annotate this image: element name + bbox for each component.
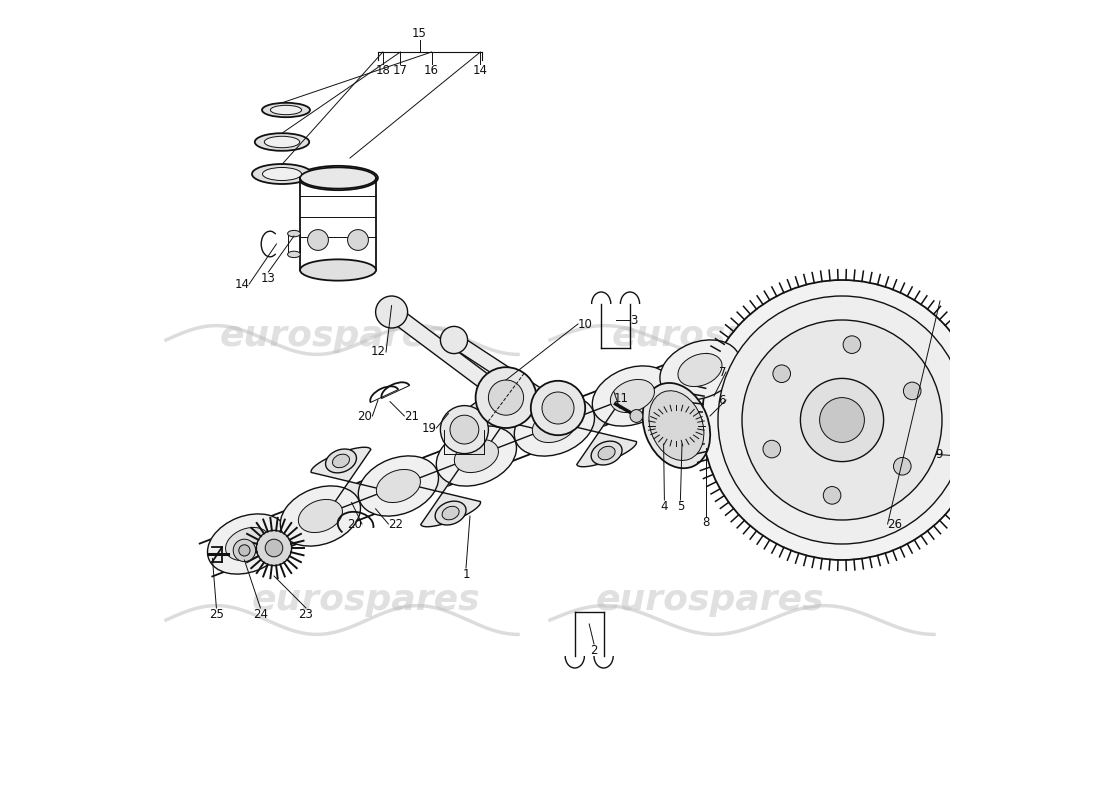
Ellipse shape — [332, 454, 350, 468]
Circle shape — [308, 230, 329, 250]
Text: 24: 24 — [253, 608, 268, 621]
Ellipse shape — [208, 514, 288, 574]
Ellipse shape — [287, 251, 300, 258]
Ellipse shape — [262, 102, 310, 118]
Text: 1: 1 — [462, 568, 470, 581]
Circle shape — [256, 530, 292, 566]
Text: 11: 11 — [614, 392, 629, 405]
Ellipse shape — [298, 499, 342, 533]
Text: 26: 26 — [888, 518, 903, 530]
Ellipse shape — [610, 379, 654, 413]
Text: 13: 13 — [261, 272, 276, 285]
Text: 5: 5 — [676, 500, 684, 513]
Text: 16: 16 — [425, 64, 439, 77]
Text: 17: 17 — [393, 64, 408, 77]
Ellipse shape — [226, 527, 270, 561]
Circle shape — [820, 398, 865, 442]
Text: 14: 14 — [473, 64, 488, 77]
Circle shape — [903, 382, 921, 400]
Text: 7: 7 — [718, 366, 726, 378]
Text: 20: 20 — [348, 518, 362, 530]
Circle shape — [702, 280, 982, 560]
Circle shape — [488, 380, 524, 415]
Polygon shape — [468, 387, 542, 454]
Text: 21: 21 — [405, 410, 419, 422]
Ellipse shape — [264, 136, 299, 148]
Text: 12: 12 — [371, 346, 386, 358]
Text: 6: 6 — [718, 394, 726, 406]
Circle shape — [773, 365, 791, 382]
Ellipse shape — [454, 439, 498, 473]
Ellipse shape — [436, 501, 466, 525]
Polygon shape — [450, 334, 562, 414]
Text: 20: 20 — [358, 410, 373, 422]
Ellipse shape — [255, 134, 309, 150]
Ellipse shape — [591, 441, 623, 465]
Ellipse shape — [488, 394, 506, 408]
Circle shape — [348, 230, 369, 250]
Text: 22: 22 — [388, 518, 404, 530]
Ellipse shape — [515, 396, 594, 456]
Text: 3: 3 — [630, 314, 637, 326]
Polygon shape — [311, 447, 387, 514]
Circle shape — [843, 336, 860, 354]
Circle shape — [630, 410, 642, 422]
Circle shape — [893, 458, 911, 475]
Ellipse shape — [532, 410, 576, 442]
Ellipse shape — [300, 167, 376, 189]
Ellipse shape — [649, 390, 704, 461]
Ellipse shape — [359, 456, 439, 516]
Ellipse shape — [442, 506, 459, 520]
Circle shape — [718, 296, 966, 544]
Ellipse shape — [271, 106, 301, 114]
Circle shape — [239, 545, 250, 556]
Ellipse shape — [678, 354, 722, 386]
Text: eurospares: eurospares — [596, 583, 824, 617]
Circle shape — [450, 415, 478, 444]
Ellipse shape — [598, 446, 615, 460]
Ellipse shape — [376, 470, 420, 502]
Ellipse shape — [437, 426, 517, 486]
Ellipse shape — [592, 366, 672, 426]
Ellipse shape — [642, 383, 711, 468]
Circle shape — [265, 539, 283, 557]
Polygon shape — [405, 461, 481, 526]
Ellipse shape — [660, 340, 740, 400]
Circle shape — [475, 367, 537, 428]
Ellipse shape — [263, 167, 301, 181]
Text: 8: 8 — [702, 516, 710, 529]
Circle shape — [531, 381, 585, 435]
Ellipse shape — [298, 166, 378, 190]
Text: 14: 14 — [234, 278, 250, 290]
Circle shape — [233, 539, 255, 562]
Circle shape — [801, 378, 883, 462]
Text: 23: 23 — [298, 608, 314, 621]
Text: 9: 9 — [936, 448, 943, 461]
Ellipse shape — [326, 449, 356, 473]
Ellipse shape — [280, 486, 361, 546]
Circle shape — [542, 392, 574, 424]
Polygon shape — [561, 401, 637, 466]
Text: 18: 18 — [375, 64, 390, 77]
Text: 19: 19 — [421, 422, 437, 434]
Ellipse shape — [300, 259, 376, 281]
Text: 4: 4 — [661, 500, 668, 513]
Text: eurospares: eurospares — [252, 583, 481, 617]
Text: 10: 10 — [578, 318, 593, 330]
Circle shape — [763, 440, 781, 458]
Circle shape — [742, 320, 942, 520]
Text: 15: 15 — [412, 27, 427, 40]
Ellipse shape — [287, 230, 300, 237]
Text: eurospares: eurospares — [612, 319, 840, 353]
Text: 25: 25 — [209, 608, 223, 621]
Circle shape — [375, 296, 408, 328]
Text: eurospares: eurospares — [220, 319, 449, 353]
Ellipse shape — [482, 389, 513, 413]
Circle shape — [823, 486, 840, 504]
Circle shape — [440, 406, 488, 454]
Text: 2: 2 — [591, 644, 597, 657]
Circle shape — [440, 326, 467, 354]
Ellipse shape — [252, 164, 312, 184]
Polygon shape — [387, 306, 510, 404]
